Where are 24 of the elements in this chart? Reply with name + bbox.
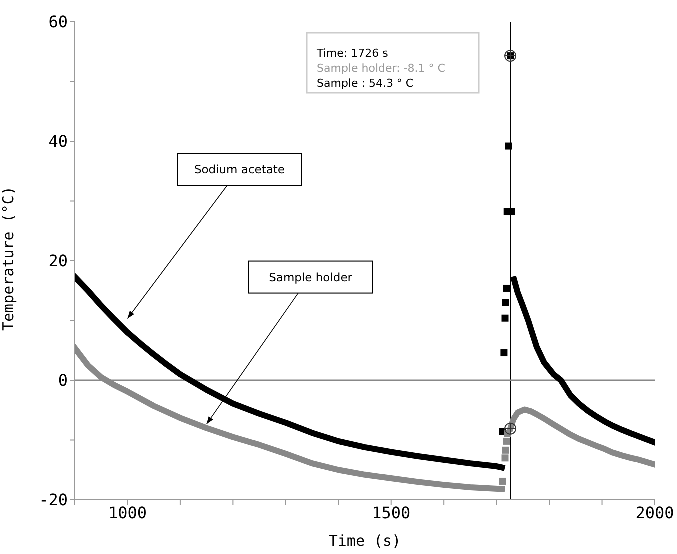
x-tick-label: 2000 [636,503,674,522]
point [500,350,508,357]
y-tick-label: 40 [48,132,68,152]
y-axis-title: Temperature (°C) [0,186,18,331]
text: Sample holder [269,270,353,284]
point [505,142,512,150]
x-tick-label: 1500 [372,503,411,522]
text: Sodium acetate [194,162,286,177]
annotation: Sample holder: -8.1 ° C [317,62,446,75]
annotation: Time: 1726 s [316,47,389,60]
y-tick-label: 60 [48,12,68,32]
point [502,314,509,322]
point [499,478,506,485]
x-tick-label: 1000 [108,503,147,522]
x-axis-title: Time (s) [328,532,402,550]
point [502,454,509,462]
point [502,299,510,306]
y-tick-label: 20 [48,252,68,271]
point [503,438,510,445]
point [503,284,510,292]
annotation: Sample : 54.3 ° C [317,77,414,90]
y-tick-label: -20 [39,490,68,510]
y-tick-label: 0 [58,371,68,390]
point [502,446,510,454]
